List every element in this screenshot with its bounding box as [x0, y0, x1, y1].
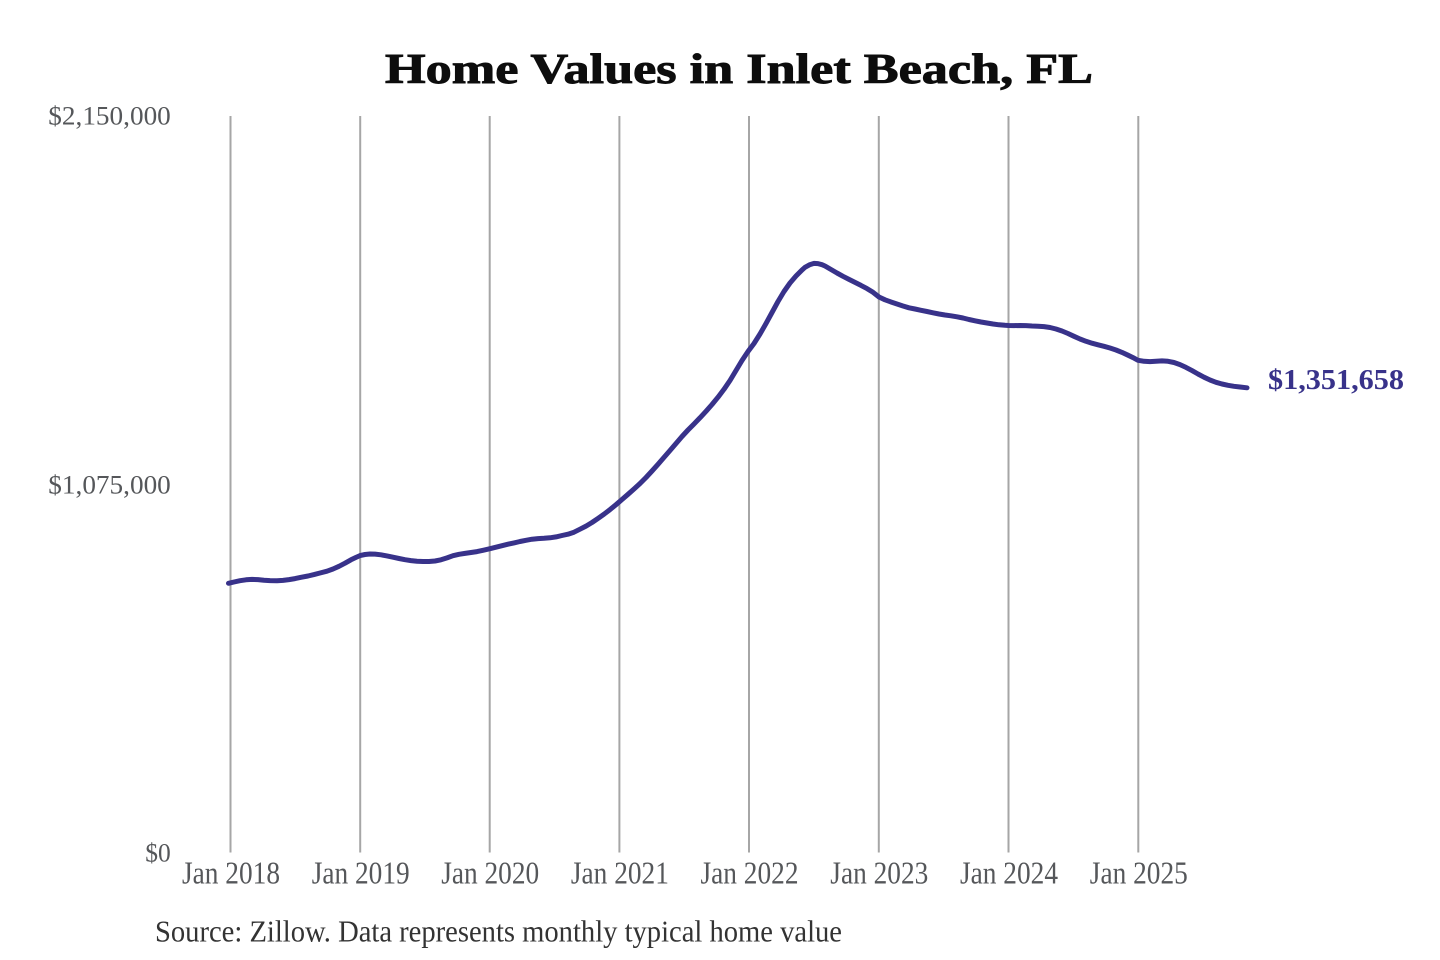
svg-text:$1,351,658: $1,351,658	[1268, 364, 1404, 396]
svg-text:Jan 2020: Jan 2020	[441, 855, 539, 891]
svg-text:Jan 2019: Jan 2019	[312, 855, 410, 891]
svg-text:Home Values in Inlet Beach, FL: Home Values in Inlet Beach, FL	[385, 47, 1093, 93]
svg-text:Jan 2022: Jan 2022	[701, 855, 799, 891]
svg-text:Source: Zillow. Data represent: Source: Zillow. Data represents monthly …	[155, 914, 842, 949]
svg-text:$2,150,000: $2,150,000	[48, 101, 171, 130]
svg-text:Jan 2023: Jan 2023	[830, 855, 928, 891]
svg-text:$0: $0	[145, 838, 171, 867]
svg-text:Jan 2024: Jan 2024	[960, 855, 1058, 891]
svg-text:Jan 2018: Jan 2018	[182, 855, 280, 891]
svg-text:$1,075,000: $1,075,000	[48, 471, 171, 500]
svg-text:Jan 2021: Jan 2021	[571, 855, 669, 891]
svg-text:Jan 2025: Jan 2025	[1090, 855, 1188, 891]
